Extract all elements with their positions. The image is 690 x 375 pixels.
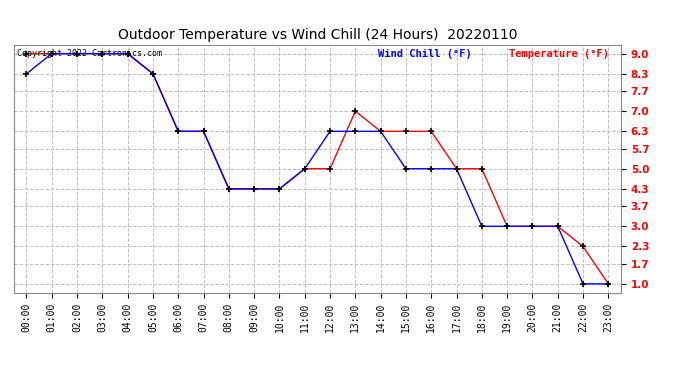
Title: Outdoor Temperature vs Wind Chill (24 Hours)  20220110: Outdoor Temperature vs Wind Chill (24 Ho… [118,28,517,42]
Text: Temperature (°F): Temperature (°F) [509,49,609,59]
Text: Copyright 2022 Cartronics.com: Copyright 2022 Cartronics.com [17,49,162,58]
Text: Wind Chill (°F): Wind Chill (°F) [378,49,472,59]
